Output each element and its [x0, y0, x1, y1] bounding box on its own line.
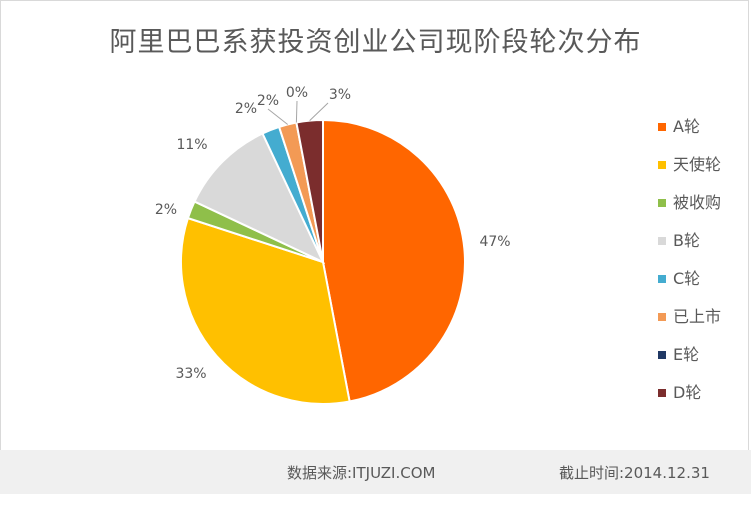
data-label: 47% — [479, 234, 510, 250]
legend-label: E轮 — [673, 345, 700, 364]
pie-slice-2 — [180, 216, 351, 405]
legend-label: 被收购 — [673, 193, 722, 212]
legend-swatch — [658, 123, 666, 131]
data-label: 2% — [155, 202, 177, 218]
data-source: 数据来源:ITJUZI.COM — [287, 464, 436, 482]
data-label: 0% — [286, 85, 308, 101]
pie-slice-4 — [193, 132, 326, 265]
legend-swatch — [658, 237, 666, 245]
data-label: 11% — [176, 137, 207, 153]
footer-bar: 数据来源:ITJUZI.COM 截止时间:2014.12.31 — [0, 450, 751, 494]
chart-title: 阿里巴巴系获投资创业公司现阶段轮次分布 — [109, 27, 642, 58]
leader-line — [295, 100, 298, 123]
legend-label: 天使轮 — [673, 155, 722, 174]
legend-label: B轮 — [673, 231, 700, 250]
legend-swatch — [658, 351, 666, 359]
data-label: 33% — [175, 366, 206, 382]
legend-swatch — [658, 389, 666, 397]
legend-swatch — [658, 161, 666, 169]
legend-label: C轮 — [673, 269, 701, 288]
pie-slice-1 — [322, 118, 466, 403]
legend-label: A轮 — [673, 117, 700, 136]
cutoff-date: 截止时间:2014.12.31 — [559, 464, 710, 482]
legend-swatch — [658, 199, 666, 207]
legend-label: D轮 — [673, 383, 702, 402]
legend-swatch — [658, 313, 666, 321]
legend-swatch — [658, 275, 666, 283]
data-label: 2% — [257, 93, 279, 109]
leader-line — [309, 102, 329, 121]
legend-label: 已上市 — [673, 307, 722, 326]
data-label: 2% — [235, 101, 257, 117]
leader-line — [267, 108, 288, 125]
data-label: 3% — [329, 87, 351, 103]
